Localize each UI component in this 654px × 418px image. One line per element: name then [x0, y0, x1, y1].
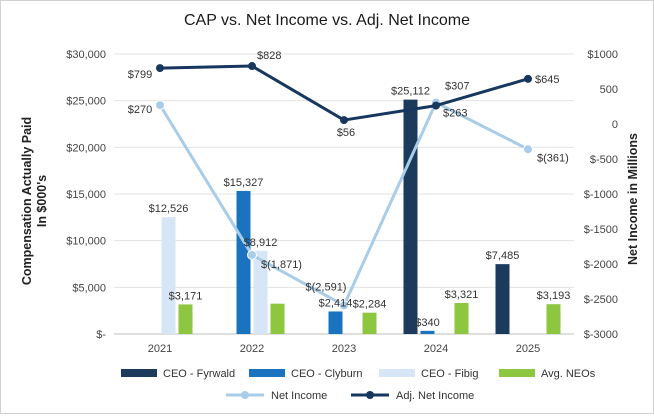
x-tick-label: 2021	[148, 343, 172, 355]
legend-marker	[241, 391, 249, 399]
bar-data-label: $2,284	[353, 299, 387, 311]
line-data-label: $(1,871)	[261, 259, 302, 271]
left-tick-label: $-	[96, 329, 106, 341]
left-tick-label: $5,000	[72, 282, 106, 294]
bar	[403, 99, 418, 334]
bar	[362, 312, 377, 334]
legend-label: Adj. Net Income	[396, 390, 474, 402]
bar	[328, 311, 343, 334]
bar	[161, 217, 176, 334]
x-tick-label: 2023	[332, 343, 356, 355]
gridlines	[114, 53, 574, 335]
left-tick-label: $20,000	[66, 142, 106, 154]
right-axis-label: Net Income in Millions	[626, 133, 640, 265]
line-data-label: $263	[443, 108, 467, 120]
bar-data-label: $340	[415, 317, 439, 329]
bar-data-label: $3,171	[169, 290, 203, 302]
bar-data-label: $3,193	[537, 290, 571, 302]
bar	[546, 304, 561, 334]
bar	[420, 330, 435, 334]
legend-label: CEO - Clyburn	[291, 368, 363, 380]
chart-title: CAP vs. Net Income vs. Adj. Net Income	[184, 12, 470, 29]
bar-data-label: $2,414	[319, 297, 353, 309]
bar	[236, 190, 251, 334]
right-tick-label: 0	[612, 119, 618, 131]
line-point	[340, 116, 348, 125]
line-data-label: $799	[128, 69, 152, 81]
data-label-group: $25,112 $7,485 $15,327 $2,414 $340 $12,526 $8,…	[128, 50, 571, 329]
legend-marker	[366, 391, 374, 399]
right-tick-label: $-2000	[584, 259, 618, 271]
line-data-label: $270	[128, 104, 152, 116]
bar-data-label: $8,912	[244, 237, 278, 249]
x-tick-label: 2022	[240, 343, 264, 355]
left-axis-ticks: $- $5,000 $10,000 $15,000 $20,000 $25,000 $30,…	[66, 49, 106, 341]
left-tick-label: $30,000	[66, 49, 106, 61]
legend: CEO - Fyrwald CEO - Clyburn CEO - Fibig Avg…	[121, 368, 596, 402]
left-tick-label: $10,000	[66, 236, 106, 248]
right-tick-label: $-1500	[584, 224, 618, 236]
right-tick-label: $-1000	[584, 189, 618, 201]
line-data-label: $828	[257, 50, 281, 62]
bar	[253, 250, 268, 334]
legend-swatch	[121, 369, 157, 377]
bar-series-group	[161, 99, 561, 334]
bar	[495, 264, 510, 334]
line-point	[432, 101, 440, 110]
right-tick-label: 500	[600, 84, 618, 96]
line-point	[339, 300, 349, 311]
line-series-group	[155, 62, 533, 311]
bar-data-label: $25,112	[391, 86, 430, 98]
right-tick-label: $1000	[587, 49, 618, 61]
line-point	[155, 100, 165, 111]
line-data-label: $645	[535, 74, 559, 86]
x-tick-label: 2024	[424, 343, 448, 355]
series-line	[159, 64, 529, 122]
line-data-label: $307	[445, 81, 469, 93]
bar	[270, 303, 285, 334]
legend-label: Net Income	[271, 390, 327, 402]
line-point	[248, 62, 256, 71]
legend-swatch	[249, 369, 285, 377]
right-axis-ticks: $-3000 $-2500 $-2000 $-1500 $-1000 $-500 0 500 $…	[584, 49, 618, 341]
line-point	[247, 249, 257, 260]
right-tick-label: $-500	[590, 154, 618, 166]
legend-swatch	[379, 369, 415, 377]
right-tick-label: $-3000	[584, 329, 618, 341]
bar-data-label: $7,485	[486, 250, 520, 262]
left-axis-label-line1: Compensation Actually Paid	[20, 117, 34, 285]
legend-label: Avg. NEOs	[541, 368, 596, 380]
bar-data-label: $15,327	[224, 177, 264, 189]
line-point	[524, 74, 532, 83]
line-point	[523, 144, 533, 155]
legend-label: CEO - Fibig	[421, 368, 478, 380]
left-tick-label: $15,000	[66, 189, 106, 201]
line-data-label: $56	[337, 127, 355, 139]
right-tick-label: $-2500	[584, 294, 618, 306]
legend-swatch	[499, 369, 535, 377]
line-data-label: $(2,591)	[306, 281, 347, 293]
bar	[454, 303, 469, 334]
left-tick-label: $25,000	[66, 96, 106, 108]
x-tick-label: 2025	[516, 343, 540, 355]
bar	[178, 304, 193, 334]
legend-label: CEO - Fyrwald	[163, 368, 235, 380]
left-axis-label-line2: In $000's	[35, 175, 49, 227]
x-axis-ticks: 2021 2022 2023 2024 2025	[148, 343, 540, 355]
bar-data-label: $3,321	[445, 289, 479, 301]
line-data-label: $(361)	[537, 152, 569, 164]
bar-data-label: $12,526	[149, 203, 189, 215]
line-point	[156, 64, 164, 73]
